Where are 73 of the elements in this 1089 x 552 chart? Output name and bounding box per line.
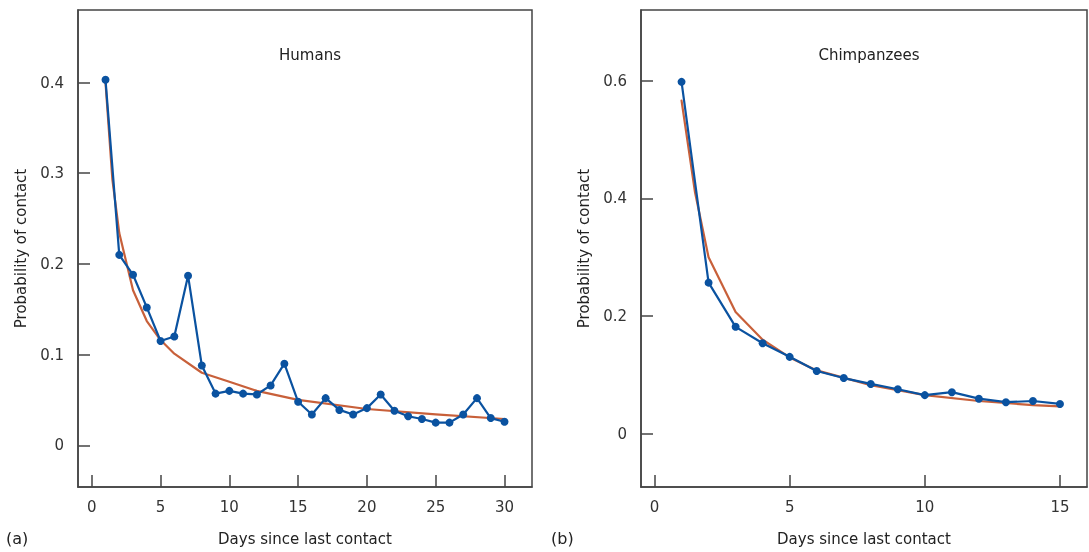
point [472, 394, 481, 403]
point [1028, 397, 1037, 406]
y-tick-label: 0.4 [603, 189, 627, 208]
point [445, 418, 454, 427]
point [280, 359, 289, 368]
y-tick-label: 0.3 [40, 164, 64, 183]
point [362, 404, 371, 413]
y-tick-label: 0.2 [40, 254, 64, 273]
point [758, 339, 767, 348]
y-tick-label: 0.6 [603, 71, 627, 90]
point [1001, 398, 1010, 407]
x-tick-label: 0 [649, 497, 660, 516]
point [812, 366, 821, 375]
text: (a) [6, 528, 29, 548]
point [170, 332, 179, 341]
x-tick-label: 0 [86, 497, 97, 516]
point [431, 418, 440, 427]
point [307, 410, 316, 419]
point [376, 390, 385, 399]
point [404, 412, 413, 421]
point [294, 397, 303, 406]
point [731, 322, 740, 331]
point [947, 388, 956, 397]
x-tick-label: 15 [288, 497, 308, 516]
point [500, 417, 509, 426]
point [349, 410, 358, 419]
point [974, 394, 983, 403]
point [920, 391, 929, 400]
point [893, 385, 902, 394]
text: Chimpanzees [818, 45, 920, 64]
x-tick-label: 25 [426, 497, 446, 516]
point [866, 379, 875, 388]
y-tick-label: 0.2 [603, 307, 627, 326]
point [704, 278, 713, 287]
text: (b) [551, 528, 574, 548]
y-tick-label: 0.1 [40, 345, 64, 364]
y-axis-title: Probability of contact [574, 168, 593, 329]
point [335, 405, 344, 414]
point [390, 406, 399, 415]
point [129, 270, 138, 279]
point [459, 410, 468, 419]
x-tick-label: 5 [784, 497, 795, 516]
point [1055, 399, 1064, 408]
y-axis-title: Probability of contact [11, 168, 30, 329]
point [486, 414, 495, 423]
x-axis-title: Days since last contact [218, 529, 393, 548]
point [211, 389, 220, 398]
point [115, 250, 124, 259]
point [101, 75, 110, 84]
point [197, 361, 206, 370]
y-tick-label: 0.4 [40, 73, 64, 92]
x-tick-label: 30 [494, 497, 515, 516]
point [252, 390, 261, 399]
x-tick-label: 10 [219, 497, 239, 516]
point [156, 337, 165, 345]
point [266, 381, 275, 390]
point [677, 77, 686, 86]
point [321, 394, 330, 403]
y-tick-label: 0 [54, 436, 64, 455]
text: Humans [279, 45, 342, 64]
point [225, 386, 234, 395]
x-tick-label: 10 [915, 497, 935, 516]
point [785, 352, 794, 361]
point [417, 414, 426, 423]
x-tick-label: 20 [357, 497, 377, 516]
point [839, 374, 848, 383]
x-tick-label: 15 [1050, 497, 1070, 516]
x-axis-title: Days since last contact [777, 529, 952, 548]
point [239, 389, 248, 398]
point [184, 271, 193, 280]
y-tick-label: 0 [617, 425, 627, 443]
x-tick-label: 5 [155, 497, 166, 516]
point [142, 303, 151, 312]
